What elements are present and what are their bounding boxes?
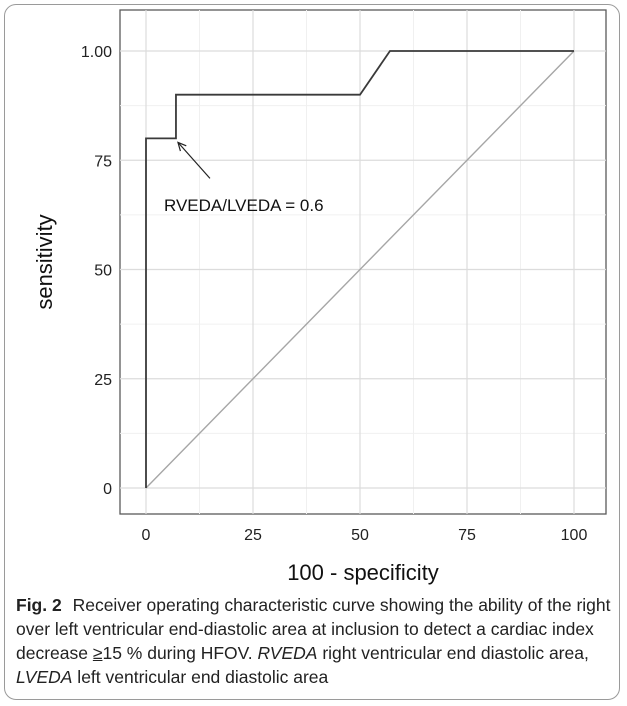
caption-abbr-lveda: LVEDA [16,667,73,687]
x-tick-label: 100 [561,527,588,544]
y-axis-label: sensitivity [32,214,57,309]
annotation-arrow-shaft [177,142,211,179]
y-tick-label: 0 [103,481,112,498]
roc-curve-line [145,50,574,488]
figure-caption: Fig. 2 Receiver operating characteristic… [16,593,612,689]
annotation-arrow-head [177,141,187,152]
y-tick-label: 50 [94,263,112,280]
caption-text-3: right ventricular end diastolic area, [317,643,589,663]
reference-diagonal-line [145,50,575,489]
y-tick-label: 1.00 [81,44,112,61]
plot-area [119,9,607,515]
y-tick-label: 25 [94,372,112,389]
annotation-label: RVEDA/LVEDA = 0.6 [164,196,324,215]
x-tick-label: 50 [351,527,369,544]
caption-abbr-rveda: RVEDA [257,643,318,663]
x-tick-label: 0 [142,527,151,544]
y-tick-label: 75 [94,153,112,170]
caption-text-1: Receiver operating characteristic curve … [16,595,611,663]
x-tick-label: 25 [244,527,262,544]
caption-text-4: left ventricular end diastolic area [72,667,329,687]
x-axis-label: 100 - specificity [287,560,439,585]
figure-label: Fig. 2 [16,595,62,615]
caption-text-2: 15 % during HFOV. [102,643,258,663]
x-tick-label: 75 [458,527,476,544]
figure-frame [4,4,620,700]
ge-symbol: ≥ [92,643,103,663]
roc-chart: RVEDA/LVEDA = 0.6 0 25 50 75 10002550751.00 … [32,9,607,585]
